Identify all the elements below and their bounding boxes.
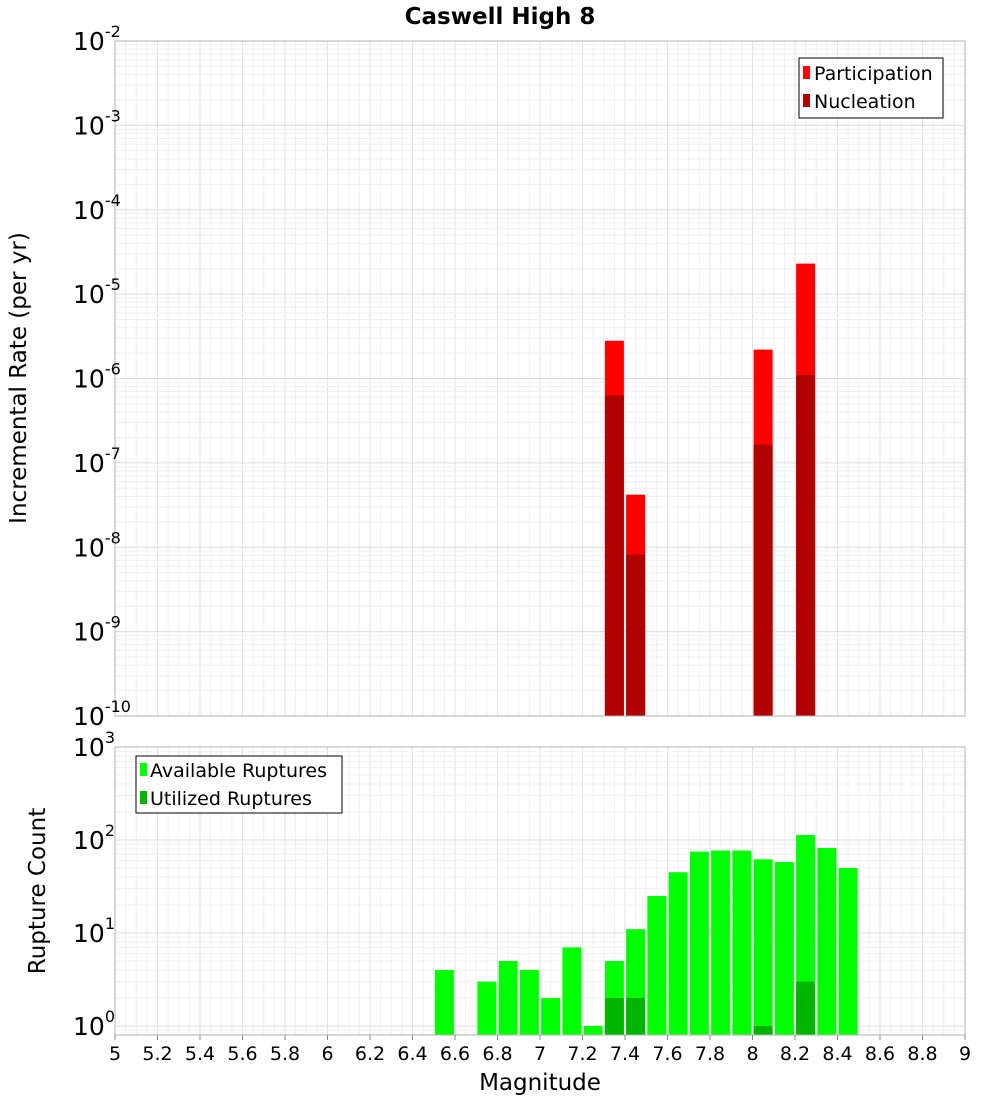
x-tick-label: 5.8 — [270, 1043, 300, 1065]
x-tick-label: 5 — [109, 1043, 121, 1065]
x-tick-label: 8.2 — [780, 1043, 810, 1065]
bottom-bar-available-ruptures — [434, 969, 454, 1035]
top-bar-nucleation — [753, 444, 773, 716]
x-tick-label: 6.8 — [482, 1043, 512, 1065]
bottom-bar-utilized-ruptures — [604, 997, 624, 1035]
top-bar-nucleation — [626, 554, 646, 716]
bottom-y-tick-label: 100 — [73, 1007, 115, 1041]
bottom-bar-available-ruptures — [647, 895, 667, 1035]
bottom-bar-available-ruptures — [541, 997, 561, 1035]
bottom-bar-available-ruptures — [519, 969, 539, 1035]
top-legend: Participation Nucleation — [798, 57, 944, 119]
bottom-bars — [434, 835, 858, 1035]
bottom-bar-available-ruptures — [711, 850, 731, 1035]
top-bar-nucleation — [604, 395, 624, 716]
bottom-x-ticks: 5 5.2 5.4 5.6 5.8 6 6.2 6.4 6.6 6.8 7 7.2 7.4 7.6 7.8 8… — [109, 1035, 971, 1065]
x-tick-label: 7.6 — [652, 1043, 682, 1065]
top-y-tick-label: 10-10 — [73, 697, 131, 731]
legend-swatch-nucleation — [803, 94, 810, 107]
legend-label-available: Available Ruptures — [150, 760, 327, 782]
bottom-bar-available-ruptures — [583, 1025, 603, 1035]
bottom-bar-available-ruptures — [498, 960, 518, 1035]
bottom-bar-utilized-ruptures — [796, 981, 816, 1035]
top-legend-box — [798, 57, 944, 119]
x-tick-label: 7.4 — [610, 1043, 640, 1065]
x-tick-label: 6.4 — [397, 1043, 427, 1065]
x-tick-label: 8 — [746, 1043, 758, 1065]
x-tick-label: 5.2 — [142, 1043, 172, 1065]
legend-swatch-available — [140, 763, 147, 776]
x-tick-label: 8.6 — [865, 1043, 895, 1065]
bottom-legend: Available Ruptures Utilized Ruptures — [135, 755, 343, 814]
top-y-tick-label: 10-6 — [73, 360, 121, 394]
x-tick-label: 6.2 — [355, 1043, 385, 1065]
x-tick-label: 5.6 — [227, 1043, 257, 1065]
x-tick-label: 8.4 — [822, 1043, 852, 1065]
bottom-bar-available-ruptures — [817, 848, 837, 1035]
top-bars — [604, 263, 816, 716]
bottom-bar-available-ruptures — [477, 981, 497, 1035]
bottom-bar-available-ruptures — [838, 867, 858, 1035]
top-y-tick-label: 10-7 — [73, 444, 121, 478]
bottom-bar-available-ruptures — [668, 872, 688, 1035]
x-tick-label: 6 — [321, 1043, 333, 1065]
top-y-tick-label: 10-5 — [73, 275, 121, 309]
legend-swatch-utilized — [140, 791, 147, 804]
bottom-bar-available-ruptures — [753, 859, 773, 1035]
bottom-y-ticks: 100 101 102 103 — [73, 728, 115, 1041]
bottom-bar-utilized-ruptures — [626, 997, 646, 1035]
x-tick-label: 5.4 — [185, 1043, 215, 1065]
bottom-bar-utilized-ruptures — [753, 1025, 773, 1035]
top-plot-frame — [114, 40, 966, 717]
legend-swatch-participation — [803, 66, 810, 79]
legend-label-participation: Participation — [814, 63, 933, 85]
legend-label-nucleation: Nucleation — [814, 91, 916, 113]
bottom-y-tick-label: 102 — [73, 821, 115, 855]
top-grid — [114, 41, 966, 717]
bottom-bar-available-ruptures — [562, 947, 582, 1035]
top-y-axis-title: Incremental Rate (per yr) — [6, 232, 32, 524]
top-y-tick-label: 10-2 — [73, 22, 121, 56]
legend-label-utilized: Utilized Ruptures — [150, 788, 312, 810]
x-tick-label: 7.2 — [567, 1043, 597, 1065]
bottom-bar-available-ruptures — [774, 861, 794, 1035]
top-y-ticks: 10-10 10-9 10-8 10-7 10-6 10-5 10-4 10-3 10-2 — [73, 22, 131, 731]
bottom-y-tick-label: 101 — [73, 914, 115, 948]
chart-title: Caswell High 8 — [405, 4, 596, 30]
x-tick-label: 7 — [534, 1043, 546, 1065]
top-y-tick-label: 10-3 — [73, 106, 121, 140]
x-tick-label: 7.8 — [695, 1043, 725, 1065]
top-bar-nucleation — [796, 375, 816, 716]
bottom-bar-available-ruptures — [732, 850, 752, 1035]
bottom-y-axis-title: Rupture Count — [25, 808, 51, 974]
bottom-bar-available-ruptures — [689, 851, 709, 1035]
top-y-tick-label: 10-4 — [73, 191, 121, 225]
x-tick-label: 6.6 — [440, 1043, 470, 1065]
x-axis-title: Magnitude — [479, 1070, 601, 1096]
top-y-tick-label: 10-9 — [73, 613, 121, 647]
x-tick-label: 9 — [959, 1043, 971, 1065]
bottom-legend-box — [135, 755, 343, 814]
bottom-y-tick-label: 103 — [73, 728, 115, 762]
top-y-tick-label: 10-8 — [73, 528, 121, 562]
x-tick-label: 8.8 — [907, 1043, 937, 1065]
